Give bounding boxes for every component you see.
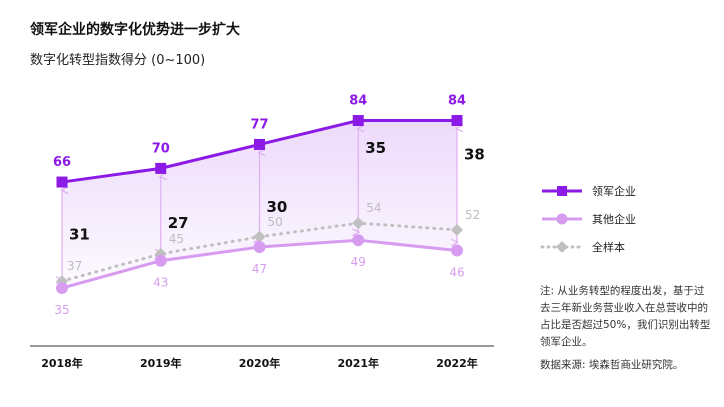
- legend-label-other: 其他企业: [592, 213, 636, 226]
- value-label-all: 52: [465, 208, 480, 222]
- point-all: [352, 217, 365, 230]
- value-label-all: 50: [268, 215, 283, 229]
- x-tick-label: 2021年: [337, 356, 379, 370]
- value-label-other: 49: [351, 255, 366, 269]
- point-other: [154, 254, 167, 267]
- legend-label-all: 全样本: [592, 241, 625, 254]
- data-source: 数据来源: 埃森哲商业研究院。: [540, 359, 684, 371]
- chart-title: 领军企业的数字化优势进一步扩大: [30, 22, 240, 38]
- footnote: 注: 从业务转型的程度出发，基于过去三年新业务营业收入在总营收中的占比是否超过5…: [540, 285, 711, 348]
- point-other: [451, 244, 463, 257]
- point-all: [451, 223, 463, 236]
- point-leader: [352, 115, 364, 127]
- value-label-leader: 70: [152, 141, 170, 156]
- legend-circle-icon: [542, 213, 582, 225]
- value-label-other: 46: [449, 265, 464, 279]
- legend-item-leader: 领军企业: [540, 183, 636, 199]
- gap-label: 38: [464, 146, 485, 164]
- gap-label: 35: [365, 139, 386, 157]
- point-leader: [56, 176, 68, 188]
- point-other: [352, 234, 365, 247]
- gap-label: 30: [267, 198, 288, 216]
- point-other: [253, 241, 266, 254]
- legend-label-leader: 领军企业: [592, 185, 636, 198]
- value-label-other: 47: [252, 262, 267, 276]
- x-tick-label: 2022年: [436, 356, 478, 370]
- x-tick-label: 2019年: [140, 356, 182, 370]
- value-label-leader: 77: [250, 117, 268, 132]
- legend-item-other: 其他企业: [540, 211, 636, 227]
- chart-subtitle: 数字化转型指数得分 (0~100): [30, 53, 206, 68]
- value-label-all: 37: [67, 259, 82, 273]
- point-leader: [155, 162, 167, 174]
- point-leader: [254, 138, 265, 150]
- value-label-leader: 84: [448, 94, 466, 109]
- gap-label: 27: [168, 214, 189, 232]
- x-tick-label: 2020年: [239, 356, 281, 370]
- point-other: [56, 282, 68, 295]
- value-label-other: 35: [54, 303, 69, 317]
- gap-label: 31: [69, 225, 90, 243]
- legend-item-all: 全样本: [540, 239, 636, 255]
- x-tick-label: 2018年: [41, 356, 83, 370]
- chart-legend: 领军企业 其他企业 全样本: [540, 183, 636, 267]
- value-label-leader: 66: [53, 155, 71, 170]
- value-label-leader: 84: [349, 94, 367, 109]
- legend-square-icon: [542, 186, 582, 196]
- value-label-all: 54: [366, 201, 381, 215]
- point-all: [253, 230, 266, 243]
- legend-diamond-icon: [540, 241, 584, 253]
- value-label-all: 45: [169, 232, 184, 246]
- value-label-other: 43: [153, 276, 168, 290]
- point-leader: [451, 115, 463, 127]
